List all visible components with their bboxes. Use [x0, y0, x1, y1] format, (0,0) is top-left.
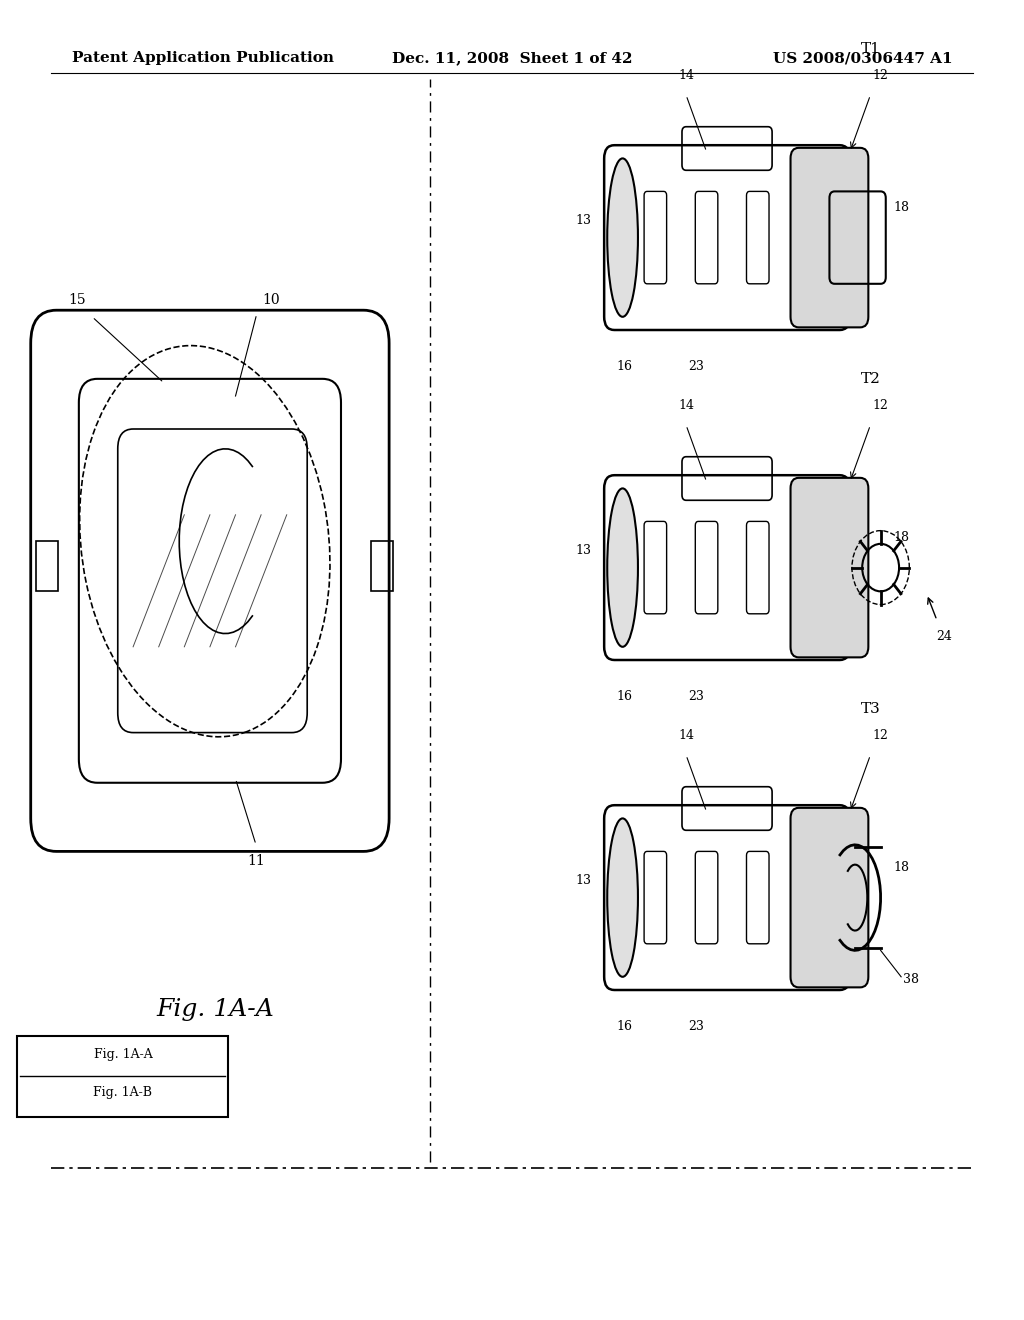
FancyBboxPatch shape — [791, 478, 868, 657]
Text: 12: 12 — [872, 399, 889, 412]
Text: 13: 13 — [575, 214, 592, 227]
Text: T3: T3 — [860, 702, 881, 715]
Text: 13: 13 — [575, 544, 592, 557]
Text: 14: 14 — [678, 729, 694, 742]
Text: 14: 14 — [678, 399, 694, 412]
Text: 12: 12 — [872, 69, 889, 82]
Text: 23: 23 — [688, 1019, 705, 1032]
Text: 23: 23 — [688, 689, 705, 702]
Text: 10: 10 — [262, 293, 281, 306]
Text: 24: 24 — [936, 630, 952, 643]
Text: 23: 23 — [688, 359, 705, 372]
FancyBboxPatch shape — [791, 148, 868, 327]
Text: 12: 12 — [872, 729, 889, 742]
Text: US 2008/0306447 A1: US 2008/0306447 A1 — [773, 51, 952, 65]
Text: 18: 18 — [893, 531, 909, 544]
Text: 18: 18 — [893, 201, 909, 214]
Bar — [36, 541, 58, 591]
Text: 16: 16 — [616, 1019, 633, 1032]
Text: T1: T1 — [860, 42, 881, 55]
Bar — [371, 541, 393, 591]
Text: 38: 38 — [903, 973, 920, 986]
Text: 11: 11 — [247, 854, 265, 867]
Text: Patent Application Publication: Patent Application Publication — [72, 51, 334, 65]
Text: Fig. 1A-A: Fig. 1A-A — [93, 1048, 153, 1061]
Text: Dec. 11, 2008  Sheet 1 of 42: Dec. 11, 2008 Sheet 1 of 42 — [392, 51, 632, 65]
Text: T2: T2 — [860, 372, 881, 385]
Text: 13: 13 — [575, 874, 592, 887]
Text: 18: 18 — [893, 861, 909, 874]
Ellipse shape — [607, 818, 638, 977]
Text: 16: 16 — [616, 359, 633, 372]
FancyBboxPatch shape — [791, 808, 868, 987]
Text: Fig. 1A-B: Fig. 1A-B — [93, 1086, 153, 1100]
Text: Fig. 1A-A: Fig. 1A-A — [157, 998, 273, 1022]
Text: 15: 15 — [68, 293, 86, 306]
Text: 14: 14 — [678, 69, 694, 82]
Text: 16: 16 — [616, 689, 633, 702]
Ellipse shape — [607, 488, 638, 647]
Ellipse shape — [607, 158, 638, 317]
